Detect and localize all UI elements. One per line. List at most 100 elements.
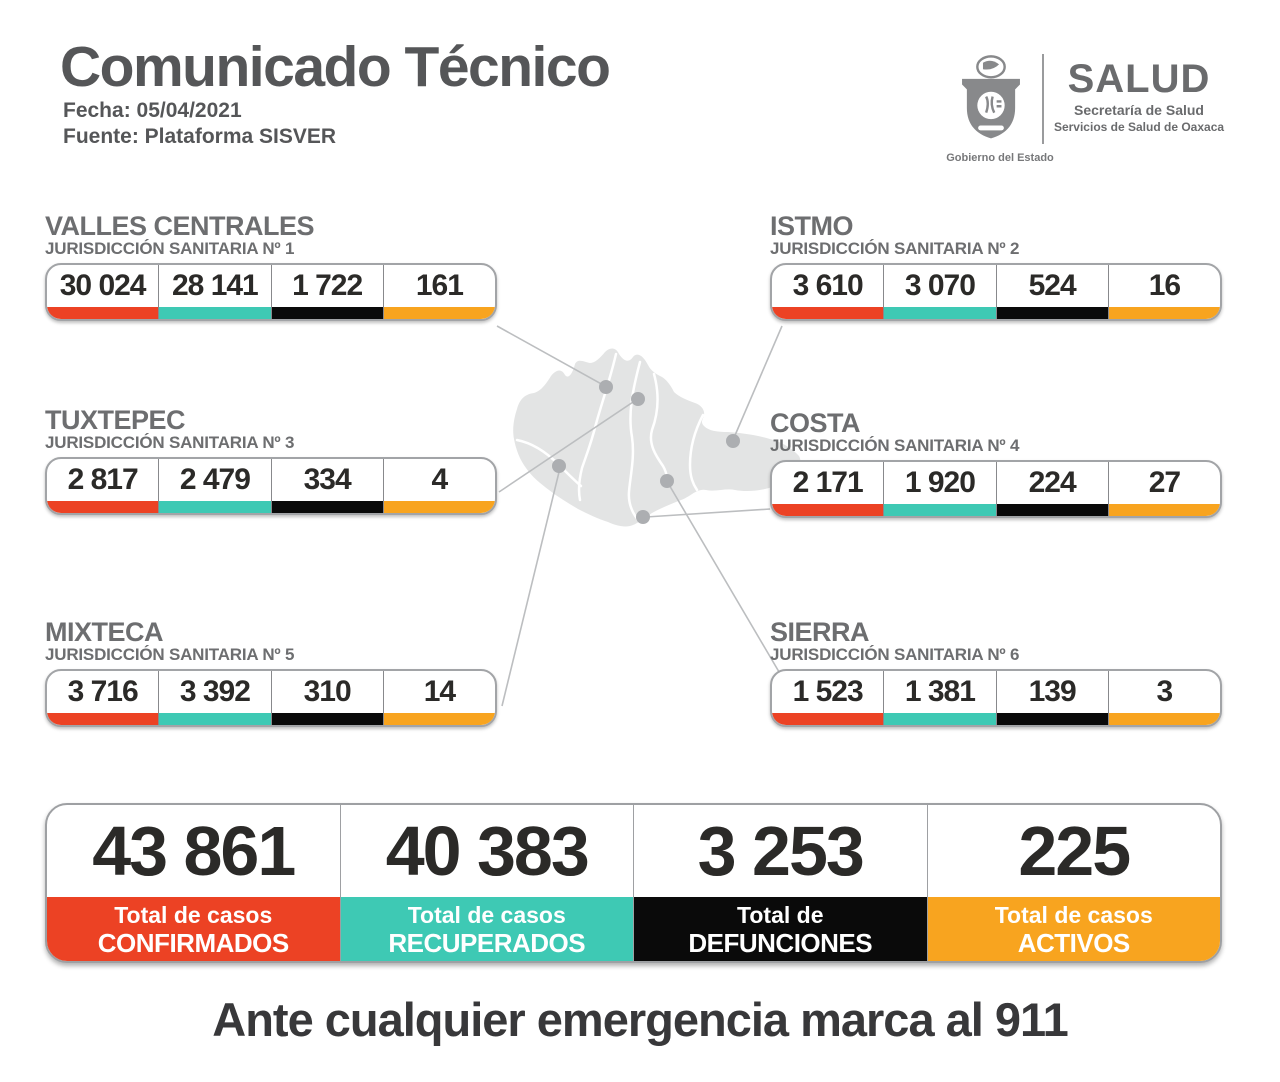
confirmed-bar — [772, 307, 884, 319]
deaths-bar — [996, 713, 1108, 725]
active-value: 4 — [431, 463, 449, 496]
deaths-value: 1 722 — [292, 269, 363, 302]
confirmed-value: 2 171 — [792, 466, 864, 499]
deaths-bar — [996, 504, 1108, 516]
region-stat-card: 1 523 1 381 139 3 — [770, 669, 1222, 727]
region-valles-centrales: VALLES CENTRALES JURISDICCIÓN SANITARIA … — [45, 213, 497, 321]
region-stat-card: 2 817 2 479 334 4 — [45, 457, 497, 515]
date-label: Fecha: 05/04/2021 — [63, 99, 242, 122]
recovered-value: 1 920 — [904, 466, 976, 499]
active-value: 3 — [1156, 675, 1174, 708]
connector-tuxtepec — [498, 399, 637, 493]
connector-istmo — [732, 325, 783, 441]
source-label: Fuente: Plataforma SISVER — [63, 125, 337, 148]
region-mixteca: MIXTECA JURISDICCIÓN SANITARIA Nº 5 3 71… — [45, 619, 497, 727]
region-name: SIERRA — [770, 617, 870, 647]
deaths-cell: 334 — [270, 459, 383, 513]
confirmed-bar — [772, 713, 884, 725]
connector-lines — [496, 325, 783, 707]
marker-istmo — [726, 434, 740, 448]
active-value: 161 — [415, 269, 464, 302]
region-costa: COSTA JURISDICCIÓN SANITARIA Nº 4 2 171 … — [770, 410, 1222, 518]
region-jurisdiction: JURISDICCIÓN SANITARIA Nº 5 — [45, 645, 295, 664]
deaths-bar — [271, 501, 383, 513]
marker-costa — [636, 510, 650, 524]
recovered-bar — [159, 713, 271, 725]
recovered-value: 2 479 — [179, 463, 251, 496]
recovered-value: 1 381 — [904, 675, 976, 708]
active-value: 14 — [423, 675, 456, 708]
active-cell: 161 — [382, 265, 495, 319]
recovered-value: 28 141 — [171, 269, 259, 302]
oaxaca-coat-of-arms-icon — [962, 55, 1020, 139]
deaths-bar — [996, 307, 1108, 319]
confirmed-cell: 3 716 — [47, 671, 159, 725]
recovered-bar — [159, 501, 271, 513]
active-cell: 14 — [382, 671, 495, 725]
recovered-cell: 2 479 — [158, 459, 271, 513]
recovered-cell: 3 392 — [158, 671, 271, 725]
logo-divider — [1042, 54, 1044, 144]
active-cell: 27 — [1107, 462, 1220, 516]
salud-secretariat: Secretaría de Salud — [1074, 102, 1204, 118]
recovered-cell: 1 381 — [883, 671, 996, 725]
band-line2: DEFUNCIONES — [688, 928, 873, 958]
recovered-cell: 28 141 — [158, 265, 271, 319]
band-line2: CONFIRMADOS — [97, 928, 289, 958]
region-markers — [552, 380, 740, 524]
region-stat-card: 2 171 1 920 224 27 — [770, 460, 1222, 518]
total-confirmed-band: Total de casos CONFIRMADOS — [47, 897, 340, 961]
confirmed-value: 30 024 — [59, 269, 147, 302]
region-name: MIXTECA — [45, 617, 164, 647]
marker-sierra — [660, 474, 674, 488]
total-active-value: 225 — [1018, 812, 1131, 890]
oaxaca-map — [496, 325, 801, 707]
recovered-bar — [159, 307, 271, 319]
region-name: VALLES CENTRALES — [45, 211, 315, 241]
confirmed-value: 3 716 — [67, 675, 139, 708]
confirmed-bar — [47, 713, 159, 725]
deaths-cell: 139 — [995, 671, 1108, 725]
recovered-bar — [884, 713, 996, 725]
connector-valles-centrales — [496, 325, 606, 387]
active-bar — [383, 713, 495, 725]
confirmed-cell: 2 171 — [772, 462, 884, 516]
region-name: ISTMO — [770, 211, 854, 241]
band-line2: ACTIVOS — [1017, 928, 1131, 958]
region-stat-card: 3 610 3 070 524 16 — [770, 263, 1222, 321]
band-line2: RECUPERADOS — [388, 928, 586, 958]
salud-wordmark: SALUD Secretaría de Salud Servicios de S… — [1044, 58, 1234, 134]
deaths-value: 224 — [1028, 466, 1077, 499]
total-active-band: Total de casos ACTIVOS — [927, 897, 1220, 961]
totals-summary-card: 43 861 Total de casos CONFIRMADOS 40 383… — [45, 803, 1222, 963]
confirmed-bar — [772, 504, 884, 516]
region-jurisdiction: JURISDICCIÓN SANITARIA Nº 2 — [770, 239, 1020, 258]
region-jurisdiction: JURISDICCIÓN SANITARIA Nº 6 — [770, 645, 1020, 664]
band-line1: Total de casos — [994, 902, 1153, 928]
region-stat-card: 30 024 28 141 1 722 161 — [45, 263, 497, 321]
confirmed-bar — [47, 307, 159, 319]
deaths-bar — [271, 713, 383, 725]
region-sierra: SIERRA JURISDICCIÓN SANITARIA Nº 6 1 523… — [770, 619, 1222, 727]
deaths-cell: 310 — [270, 671, 383, 725]
active-bar — [1108, 504, 1220, 516]
header-meta: Fecha: 05/04/2021 Fuente: Plataforma SIS… — [63, 98, 336, 150]
confirmed-cell: 1 523 — [772, 671, 884, 725]
region-jurisdiction: JURISDICCIÓN SANITARIA Nº 1 — [45, 239, 295, 258]
government-label: Gobierno del Estado — [946, 152, 1054, 164]
total-active-column: 225 Total de casos ACTIVOS — [926, 805, 1220, 961]
marker-mixteca — [552, 459, 566, 473]
active-value: 27 — [1148, 466, 1181, 499]
deaths-value: 310 — [303, 675, 352, 708]
recovered-bar — [884, 504, 996, 516]
active-bar — [383, 307, 495, 319]
active-cell: 16 — [1107, 265, 1220, 319]
confirmed-cell: 30 024 — [47, 265, 159, 319]
band-line1: Total de — [737, 902, 824, 928]
active-bar — [1108, 307, 1220, 319]
region-name: TUXTEPEC — [45, 405, 186, 435]
active-cell: 4 — [382, 459, 495, 513]
active-bar — [383, 501, 495, 513]
total-deaths-column: 3 253 Total de DEFUNCIONES — [633, 805, 927, 961]
